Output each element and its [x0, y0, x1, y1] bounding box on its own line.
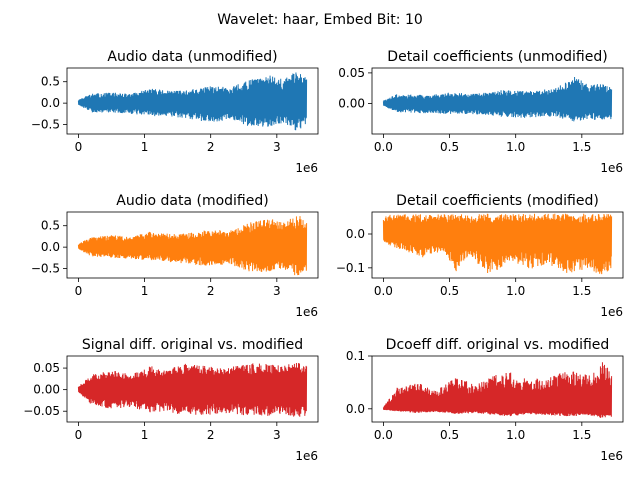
y-tick-label: 0.00: [338, 96, 365, 110]
x-offset-label: 1e6: [295, 449, 318, 463]
x-offset-label: 1e6: [295, 305, 318, 319]
series-line: [382, 362, 613, 418]
subplot-4: Detail coefficients (modified) 0.0 0.5 1.0 1…: [336, 193, 624, 319]
y-tick-label: 0.05: [338, 66, 365, 80]
x-offset-label: 1e6: [600, 305, 623, 319]
y-tick-label: 0.5: [41, 219, 60, 233]
x-tick-label: 1.5: [572, 428, 591, 442]
series-line: [77, 72, 308, 131]
x-offset-label: 1e6: [295, 161, 318, 175]
y-tick-label: 0.1: [346, 349, 365, 363]
x-tick-label: 0: [75, 428, 83, 442]
x-offset-label: 1e6: [600, 449, 623, 463]
y-tick-label: −0.5: [31, 118, 60, 132]
x-tick-label: 1.0: [506, 428, 525, 442]
subplot-title: Signal diff. original vs. modified: [82, 337, 303, 353]
x-tick-label: 0.0: [374, 284, 393, 298]
x-tick-label: 0.5: [440, 428, 459, 442]
x-tick-label: 0: [75, 140, 83, 154]
series-line: [77, 216, 308, 276]
subplot-title: Audio data (unmodified): [107, 49, 277, 65]
series-line: [382, 76, 613, 122]
axes-frame: [66, 211, 319, 279]
axes-frame: [66, 67, 319, 135]
x-tick-label: 3: [273, 140, 281, 154]
y-tick-label: 0.0: [346, 227, 365, 241]
x-tick-label: 3: [273, 428, 281, 442]
axes-frame: [371, 67, 624, 135]
x-offset-label: 1e6: [600, 161, 623, 175]
figure-suptitle: Wavelet: haar, Embed Bit: 10: [217, 12, 423, 28]
y-tick-label: 0.0: [41, 240, 60, 254]
x-tick-label: 0.0: [374, 428, 393, 442]
subplot-title: Detail coefficients (modified): [396, 193, 599, 209]
y-tick-label: −0.05: [23, 404, 60, 418]
y-tick-label: 0.00: [33, 383, 60, 397]
axes-frame: [371, 355, 624, 423]
x-tick-label: 1.5: [572, 284, 591, 298]
subplot-5: Signal diff. original vs. modified 0 1 2 3 −0…: [23, 337, 319, 463]
x-tick-label: 1.0: [506, 284, 525, 298]
x-tick-label: 3: [273, 284, 281, 298]
subplot-grid: Audio data (unmodified) 0 1 2 3 −0.5 0.0 0.5 1e6…: [23, 49, 624, 463]
axes-frame: [371, 211, 624, 279]
y-tick-label: 0.0: [41, 96, 60, 110]
x-tick-label: 0: [75, 284, 83, 298]
subplot-3: Audio data (modified) 0 1 2 3 −0.5 0.0 0.5 1e6: [31, 193, 319, 319]
x-tick-label: 0.0: [374, 140, 393, 154]
series-line: [77, 363, 308, 417]
y-tick-label: 0.5: [41, 75, 60, 89]
x-tick-label: 0.5: [440, 140, 459, 154]
y-tick-label: 0.05: [33, 361, 60, 375]
series-line: [382, 213, 613, 275]
x-tick-label: 1: [141, 428, 149, 442]
subplot-2: Detail coefficients (unmodified) 0.0 0.5 1.…: [338, 49, 624, 175]
x-tick-label: 2: [207, 428, 215, 442]
subplot-title: Detail coefficients (unmodified): [387, 49, 607, 65]
x-tick-label: 0.5: [440, 284, 459, 298]
x-tick-label: 1: [141, 140, 149, 154]
x-tick-label: 2: [207, 140, 215, 154]
subplot-title: Audio data (modified): [116, 193, 268, 209]
x-tick-label: 1: [141, 284, 149, 298]
y-tick-label: −0.5: [31, 262, 60, 276]
axes-frame: [66, 355, 319, 423]
y-tick-label: 0.0: [346, 402, 365, 416]
x-tick-label: 2: [207, 284, 215, 298]
subplot-title: Dcoeff diff. original vs. modified: [386, 337, 610, 353]
y-tick-label: −0.1: [336, 261, 365, 275]
subplot-1: Audio data (unmodified) 0 1 2 3 −0.5 0.0 0.5 1e6: [31, 49, 319, 175]
x-tick-label: 1.5: [572, 140, 591, 154]
x-tick-label: 1.0: [506, 140, 525, 154]
subplot-6: Dcoeff diff. original vs. modified 0.0 0.5…: [346, 337, 624, 463]
